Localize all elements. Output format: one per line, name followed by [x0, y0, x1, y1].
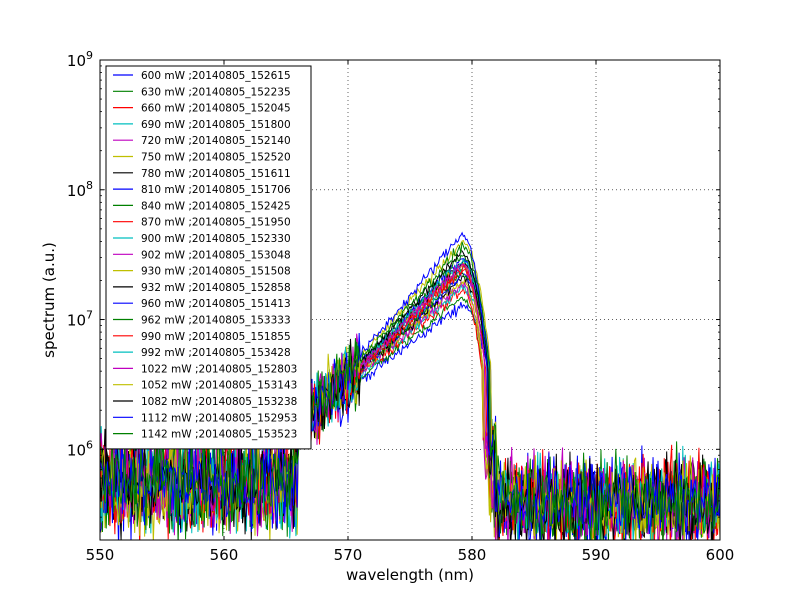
x-tick-label: 600	[706, 546, 735, 564]
y-tick-label: 106	[67, 438, 93, 459]
legend-label: 900 mW ;20140805_152330	[141, 233, 291, 245]
x-tick-labels: 550 560 570 580 590 600	[86, 546, 735, 564]
legend-label: 840 mW ;20140805_152425	[141, 200, 291, 212]
legend-label: 902 mW ;20140805_153048	[141, 249, 291, 261]
legend-label: 990 mW ;20140805_151855	[141, 331, 291, 343]
legend-label: 1052 mW ;20140805_153143	[141, 380, 297, 392]
y-axis-label: spectrum (a.u.)	[40, 242, 58, 358]
y-tick-labels: 106 107 108 109	[67, 49, 93, 459]
legend-label: 1112 mW ;20140805_152953	[141, 412, 297, 424]
legend-label: 600 mW ;20140805_152615	[141, 70, 291, 82]
legend-label: 720 mW ;20140805_152140	[141, 135, 291, 147]
axis-ticks	[99, 59, 721, 541]
legend-label: 1082 mW ;20140805_153238	[141, 396, 297, 408]
legend-label: 780 mW ;20140805_151611	[141, 168, 291, 180]
series-layer	[100, 231, 720, 540]
legend-label: 810 mW ;20140805_151706	[141, 184, 291, 196]
x-tick-label: 550	[86, 546, 115, 564]
legend-label: 1142 mW ;20140805_153523	[141, 429, 297, 441]
legend: 600 mW ;20140805_152615 630 mW ;20140805_…	[105, 65, 312, 450]
legend-box	[105, 65, 312, 450]
series-line	[100, 241, 720, 540]
legend-label: 630 mW ;20140805_152235	[141, 86, 291, 98]
y-tick-label: 108	[67, 179, 93, 200]
y-tick-label: 109	[67, 49, 93, 70]
legend-label: 750 mW ;20140805_152520	[141, 152, 291, 164]
legend-label: 870 mW ;20140805_151950	[141, 217, 291, 229]
legend-label: 992 mW ;20140805_153428	[141, 347, 291, 359]
x-tick-label: 570	[334, 546, 363, 564]
legend-label: 660 mW ;20140805_152045	[141, 103, 291, 115]
x-tick-label: 590	[582, 546, 611, 564]
legend-label: 930 mW ;20140805_151508	[141, 266, 291, 278]
x-tick-label: 580	[458, 546, 487, 564]
legend-label: 962 mW ;20140805_153333	[141, 315, 291, 327]
legend-label: 932 mW ;20140805_152858	[141, 282, 291, 294]
legend-label: 960 mW ;20140805_151413	[141, 298, 291, 310]
x-tick-label: 560	[210, 546, 239, 564]
x-axis-label: wavelength (nm)	[346, 566, 474, 584]
legend-label: 690 mW ;20140805_151800	[141, 119, 291, 131]
plot-frame	[99, 59, 721, 541]
y-tick-label: 107	[67, 309, 93, 330]
legend-label: 1022 mW ;20140805_152803	[141, 363, 297, 375]
